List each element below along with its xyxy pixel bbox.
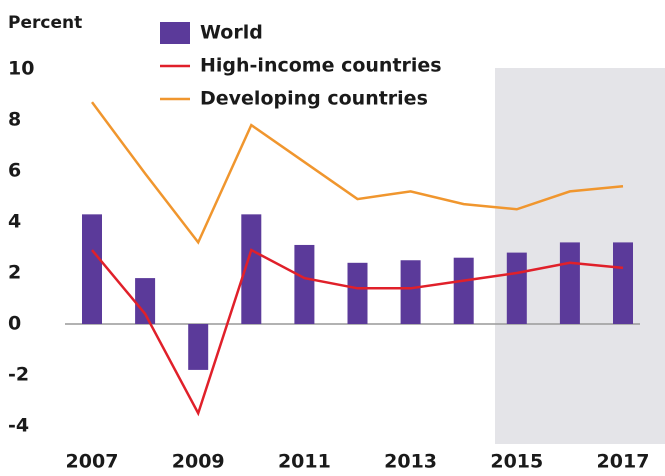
x-tick-label: 2009 (172, 451, 225, 473)
y-tick-label: 0 (8, 313, 21, 335)
line (90, 101, 624, 245)
bar (453, 257, 474, 324)
y-tick-label: 2 (8, 262, 21, 284)
y-tick-label: -2 (8, 364, 29, 386)
y-tick-label: 6 (8, 160, 21, 182)
bar (559, 242, 580, 324)
legend-label: World (200, 22, 263, 44)
bar (82, 214, 102, 324)
y-tick-label: 8 (8, 109, 21, 131)
bar (506, 252, 527, 324)
y-tick-label: 10 (8, 58, 34, 80)
y-tick-label: 4 (8, 211, 21, 233)
y-tick-label: -4 (8, 415, 29, 437)
x-tick-label: 2013 (384, 451, 437, 473)
bar (613, 242, 633, 324)
y-axis-label: Percent (8, 13, 82, 33)
bar (188, 324, 209, 370)
legend-swatch (160, 22, 190, 44)
bar (400, 260, 421, 324)
x-tick-label: 2017 (597, 451, 650, 473)
bar (294, 244, 315, 324)
x-tick-label: 2015 (490, 451, 543, 473)
line (91, 248, 624, 417)
legend-label: Developing countries (200, 88, 428, 110)
legend-label: High-income countries (200, 55, 442, 77)
x-tick-label: 2007 (66, 451, 119, 473)
bar (241, 214, 262, 324)
bar (135, 278, 156, 324)
bar (347, 262, 368, 324)
x-tick-label: 2011 (278, 451, 331, 473)
